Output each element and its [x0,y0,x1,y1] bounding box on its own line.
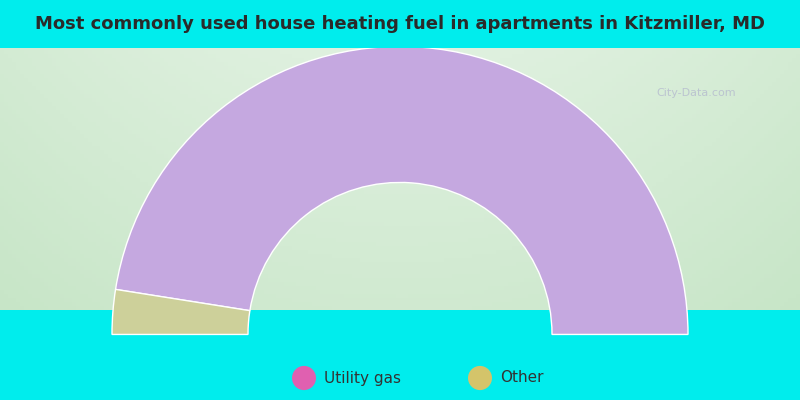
Text: City-Data.com: City-Data.com [656,88,736,98]
Wedge shape [112,289,250,334]
Wedge shape [115,46,688,334]
Text: Other: Other [500,370,543,386]
Text: Utility gas: Utility gas [324,370,401,386]
Ellipse shape [468,366,492,390]
Text: Most commonly used house heating fuel in apartments in Kitzmiller, MD: Most commonly used house heating fuel in… [35,15,765,33]
Ellipse shape [292,366,316,390]
